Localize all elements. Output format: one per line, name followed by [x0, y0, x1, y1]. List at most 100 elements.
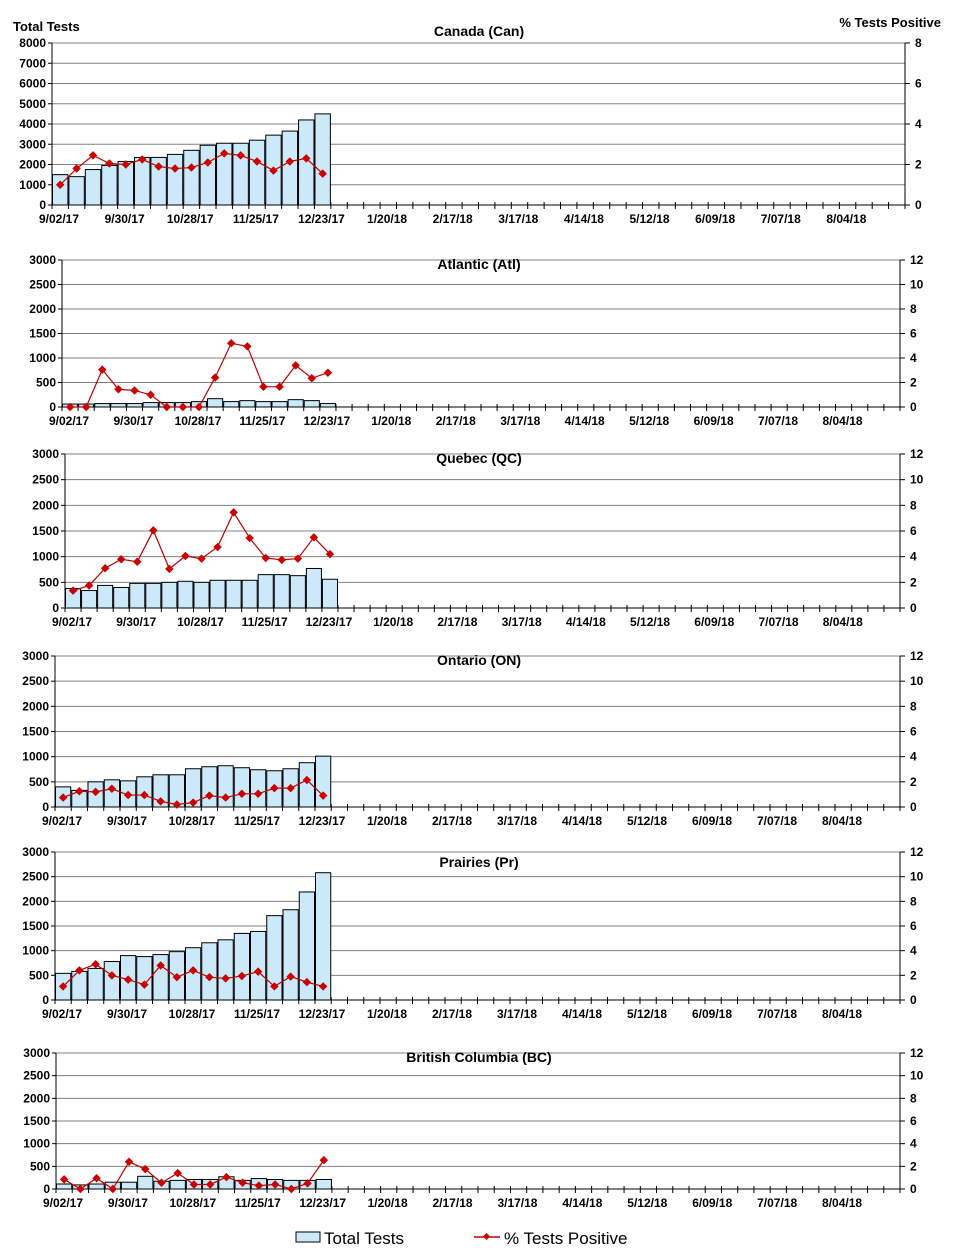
x-tick-label: 7/07/18: [757, 1196, 797, 1210]
x-tick-label: 2/17/18: [432, 1007, 472, 1021]
y-tick-label: 7000: [19, 56, 46, 70]
marker-pct-positive: [318, 791, 328, 800]
x-tick-label: 9/02/17: [42, 1007, 82, 1021]
x-tick-label: 11/25/17: [234, 1007, 280, 1021]
marker-pct-positive: [88, 151, 98, 160]
x-tick-label: 8/04/18: [826, 212, 866, 226]
x-tick-label: 2/17/18: [436, 414, 476, 428]
chart-panel-4: 0 500 1000 1500 2000 2500 3000 0 2 4 6 8 10 12 9/02/17…: [22, 845, 923, 1021]
x-tick-label: 9/30/17: [107, 814, 147, 828]
bar-total-tests: [94, 403, 111, 408]
bar-total-tests: [110, 403, 127, 408]
y-tick-label: 3000: [19, 137, 46, 151]
x-tick-label: 3/17/18: [500, 414, 540, 428]
marker-pct-positive: [307, 373, 317, 383]
bar-total-tests: [137, 1175, 154, 1190]
x-tick-label: 3/17/18: [497, 1007, 537, 1021]
y2-tick-label: 2: [910, 575, 917, 589]
chart-title: Atlantic (Atl): [437, 256, 520, 272]
marker-pct-positive: [286, 783, 295, 793]
y2-tick-label: 4: [910, 944, 917, 958]
y2-tick-label: 6: [910, 524, 917, 538]
marker-pct-positive: [277, 555, 287, 565]
x-tick-label: 4/14/18: [566, 615, 606, 629]
x-tick-label: 1/20/18: [373, 615, 413, 629]
y-tick-label: 1500: [22, 725, 49, 739]
x-tick-label: 9/30/17: [116, 615, 156, 629]
y-tick-label: 0: [49, 400, 56, 414]
y-tick-label: 1000: [23, 1137, 50, 1151]
marker-pct-positive: [105, 159, 114, 168]
y2-tick-label: 4: [910, 351, 917, 365]
y-tick-label: 1500: [32, 524, 59, 538]
bar-total-tests: [314, 113, 331, 206]
chart-panel-2: 0 500 1000 1500 2000 2500 3000 0 2 4 6 8 10 12 9/02/17…: [32, 447, 923, 629]
marker-pct-positive: [98, 365, 107, 374]
marker-pct-positive: [154, 162, 163, 171]
bar-total-tests: [87, 967, 104, 1001]
y-tick-label: 3000: [29, 253, 56, 267]
marker-pct-positive: [81, 402, 91, 412]
marker-pct-positive: [287, 1184, 296, 1194]
bar-total-tests: [250, 930, 267, 1001]
x-tick-label: 8/04/18: [822, 1196, 862, 1210]
x-tick-label: 12/23/17: [299, 1007, 346, 1021]
y-tick-label: 3000: [22, 845, 49, 859]
y2-tick-label: 0: [910, 800, 917, 814]
x-tick-label: 9/02/17: [52, 615, 92, 629]
x-tick-label: 11/25/17: [235, 1196, 281, 1210]
bar-total-tests: [68, 176, 85, 206]
x-tick-label: 10/28/17: [175, 414, 222, 428]
x-tick-label: 9/30/17: [107, 1007, 147, 1021]
x-tick-label: 5/12/18: [627, 1196, 667, 1210]
bar-total-tests: [183, 149, 200, 206]
x-tick-label: 1/20/18: [367, 814, 407, 828]
y-tick-label: 8000: [19, 36, 46, 50]
y-tick-label: 0: [39, 198, 46, 212]
marker-pct-positive: [303, 1179, 312, 1188]
bar-total-tests: [97, 584, 114, 609]
y-tick-label: 1000: [19, 178, 46, 192]
x-tick-label: 12/23/17: [306, 615, 353, 629]
marker-pct-positive: [59, 1175, 69, 1184]
y2-tick-label: 12: [910, 253, 924, 267]
bar-total-tests: [201, 766, 218, 808]
x-tick-label: 9/02/17: [39, 212, 79, 226]
marker-pct-positive: [91, 959, 100, 969]
chart-title: Prairies (Pr): [439, 854, 518, 870]
y2-tick-label: 10: [910, 1069, 924, 1083]
y-tick-label: 2000: [32, 498, 59, 512]
bar-total-tests: [88, 1183, 105, 1190]
marker-pct-positive: [325, 549, 335, 559]
bar-total-tests: [248, 139, 266, 206]
bar-total-tests: [305, 567, 322, 609]
x-tick-label: 2/17/18: [437, 615, 477, 629]
y-tick-label: 5000: [19, 97, 46, 111]
marker-pct-positive: [243, 342, 252, 351]
y-tick-label: 500: [29, 968, 49, 982]
x-tick-label: 6/09/18: [694, 615, 734, 629]
bar-total-tests: [257, 574, 274, 609]
y2-tick-label: 12: [910, 1046, 924, 1060]
bar-total-tests: [113, 586, 130, 609]
legend-label-bars: Total Tests: [324, 1229, 404, 1248]
x-tick-label: 7/07/18: [761, 212, 801, 226]
x-tick-label: 11/25/17: [239, 414, 285, 428]
marker-pct-positive: [146, 390, 155, 399]
marker-pct-positive: [187, 163, 196, 172]
chart-title: British Columbia (BC): [406, 1049, 551, 1065]
marker-pct-positive: [55, 180, 65, 189]
marker-pct-positive: [194, 402, 204, 412]
x-tick-label: 2/17/18: [433, 1196, 473, 1210]
x-tick-label: 9/30/17: [105, 212, 145, 226]
chart-panel-1: 0 500 1000 1500 2000 2500 3000 0 2 4 6 8 10 12 9/02/17…: [29, 253, 923, 428]
marker-pct-positive: [170, 164, 180, 173]
y2-tick-label: 10: [910, 674, 924, 688]
bar-total-tests: [199, 144, 217, 206]
y2-tick-label: 10: [910, 473, 924, 487]
bar-total-tests: [273, 574, 290, 609]
y-tick-label: 4000: [19, 117, 46, 131]
y2-tick-label: 2: [915, 158, 922, 172]
y-tick-label: 0: [52, 601, 59, 615]
legend-marker: [482, 1232, 491, 1241]
